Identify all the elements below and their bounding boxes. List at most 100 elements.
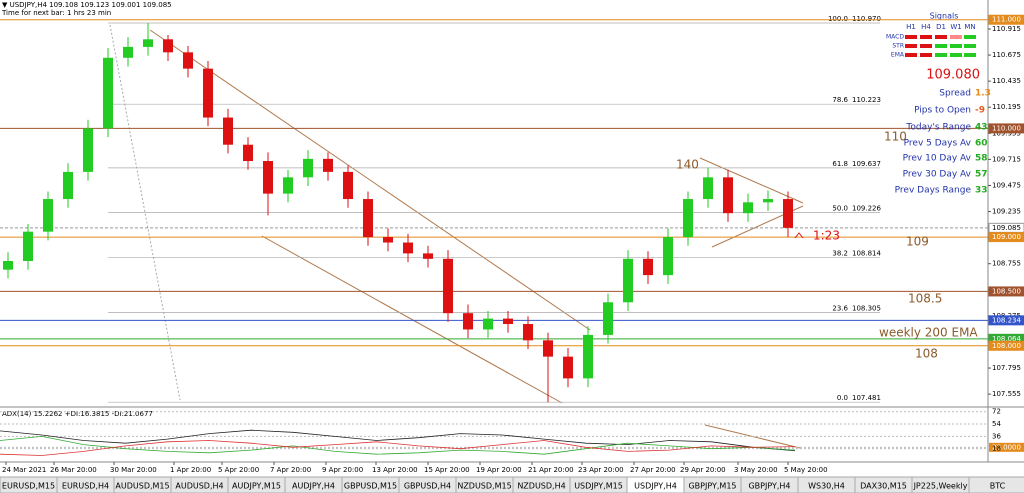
tab-label[interactable]: AUDJPY,M15: [232, 482, 281, 491]
candle-body: [623, 258, 633, 303]
candle-body: [483, 318, 493, 330]
x-tick-label: 1 Apr 20:00: [170, 466, 211, 474]
level-box: [988, 315, 1024, 326]
level-box: [988, 232, 1024, 243]
trendline: [261, 235, 563, 404]
y-tick-label: 54: [992, 420, 1001, 428]
fib-level: 61.8: [832, 160, 848, 168]
signal-cell: [964, 53, 976, 57]
tab-label[interactable]: NZDUSD,H4: [517, 482, 565, 491]
level-box: [988, 14, 1024, 25]
candle-body: [543, 340, 553, 357]
tab-label[interactable]: AUDJPY,H4: [292, 482, 335, 491]
tab-label[interactable]: GBPUSD,M15: [344, 482, 397, 491]
x-tick-label: 30 Mar 20:00: [110, 466, 157, 474]
signal-row-label: EMA: [891, 52, 905, 59]
signal-cell: [920, 53, 932, 57]
signal-column: H4: [921, 23, 931, 31]
candle-body: [743, 202, 753, 214]
y-tick-label: 20.0000: [992, 443, 1021, 451]
tab[interactable]: [968, 476, 1024, 493]
tab-label[interactable]: USDJPY,H4: [634, 482, 677, 491]
candle-body: [263, 161, 273, 194]
fib-price: 109.637: [852, 160, 881, 168]
annotation: 110: [884, 130, 907, 144]
signal-cell: [905, 53, 917, 57]
annotation: 109: [906, 235, 929, 249]
x-tick-label: 15 Apr 20:00: [424, 466, 470, 474]
tab-label[interactable]: JP225,Weekly: [913, 482, 968, 491]
fib-price: 110.223: [852, 96, 881, 104]
candle-body: [163, 39, 173, 53]
signal-column: MN: [964, 23, 975, 31]
y-tick-label: 110.675: [992, 51, 1021, 59]
annotation: 108.5: [908, 292, 942, 306]
x-tick-label: 5 May 20:00: [784, 466, 828, 474]
signal-cell: [950, 53, 962, 57]
signals-title: Signals: [930, 12, 959, 21]
tab-label[interactable]: DAX30,M15: [860, 482, 907, 491]
stat-label: Prev 10 Day Av: [903, 154, 972, 164]
candle-body: [683, 199, 693, 238]
candle-body: [383, 237, 393, 243]
x-tick-label: 27 Apr 20:00: [630, 466, 676, 474]
stat-value: 1.3: [975, 89, 991, 99]
signal-cell: [905, 35, 917, 39]
tab-label[interactable]: GBPJPY,H4: [748, 482, 790, 491]
tab-label[interactable]: GBPUSD,H4: [404, 482, 451, 491]
tab-label[interactable]: EURUSD,M15: [2, 482, 55, 491]
candle-body: [763, 199, 773, 203]
candle-body: [363, 199, 373, 238]
level-box: [988, 123, 1024, 134]
signal-column: H1: [906, 23, 916, 31]
candle-body: [243, 144, 253, 162]
candle-body: [43, 199, 53, 232]
candle-body: [583, 334, 593, 379]
signal-cell: [935, 35, 947, 39]
signal-cell: [920, 35, 932, 39]
level-box: [988, 286, 1024, 297]
tab-label[interactable]: WS30,H4: [808, 482, 845, 491]
tab-label[interactable]: EURUSD,H4: [62, 482, 109, 491]
tab-label[interactable]: AUDUSD,H4: [175, 482, 223, 491]
y-tick-label: 107.795: [992, 364, 1021, 372]
level-label: 108.064: [992, 335, 1021, 343]
fib-diagonal: [109, 24, 181, 401]
candle-body: [703, 177, 713, 200]
indicator-line: [0, 435, 796, 455]
stat-value: 33: [975, 186, 988, 196]
candle-body: [783, 199, 793, 228]
y-tick-label: 109.475: [992, 181, 1021, 189]
tab-label[interactable]: USDJPY,M15: [574, 482, 623, 491]
x-tick-label: 21 Apr 20:00: [528, 466, 574, 474]
tab-label[interactable]: NZDUSD,M15: [457, 482, 511, 491]
annotation: 140: [676, 158, 699, 172]
y-tick-label: 110.915: [992, 25, 1021, 33]
tab-label[interactable]: GBPJPY,M15: [688, 482, 736, 491]
fib-price: 110.970: [852, 15, 881, 23]
tab-label[interactable]: AUDUSD,M15: [115, 482, 169, 491]
trendline: [149, 29, 591, 331]
indicator-line: [0, 429, 796, 452]
candle-body: [443, 258, 453, 314]
signal-cell: [964, 35, 976, 39]
annotation: weekly 200 EMA: [879, 326, 978, 340]
arrow-marker: [794, 232, 804, 239]
x-tick-label: 24 Mar 2021: [2, 466, 46, 474]
fib-price: 107.481: [852, 394, 881, 402]
tab-label[interactable]: BTC: [990, 482, 1006, 491]
y-tick-label: 109.715: [992, 155, 1021, 163]
stat-label: Prev 5 Days Av: [904, 139, 972, 149]
fib-price: 108.305: [852, 305, 881, 313]
candle-body: [463, 313, 473, 330]
candle-body: [183, 52, 193, 69]
candle-body: [663, 237, 673, 276]
trendlines: [149, 29, 804, 449]
y-tick-label: 110.435: [992, 77, 1021, 85]
signal-row-label: STR: [892, 43, 904, 50]
candle-body: [523, 324, 533, 341]
stat-value: 58: [975, 154, 988, 164]
annotation: 108: [915, 347, 938, 361]
candle-body: [563, 356, 573, 379]
